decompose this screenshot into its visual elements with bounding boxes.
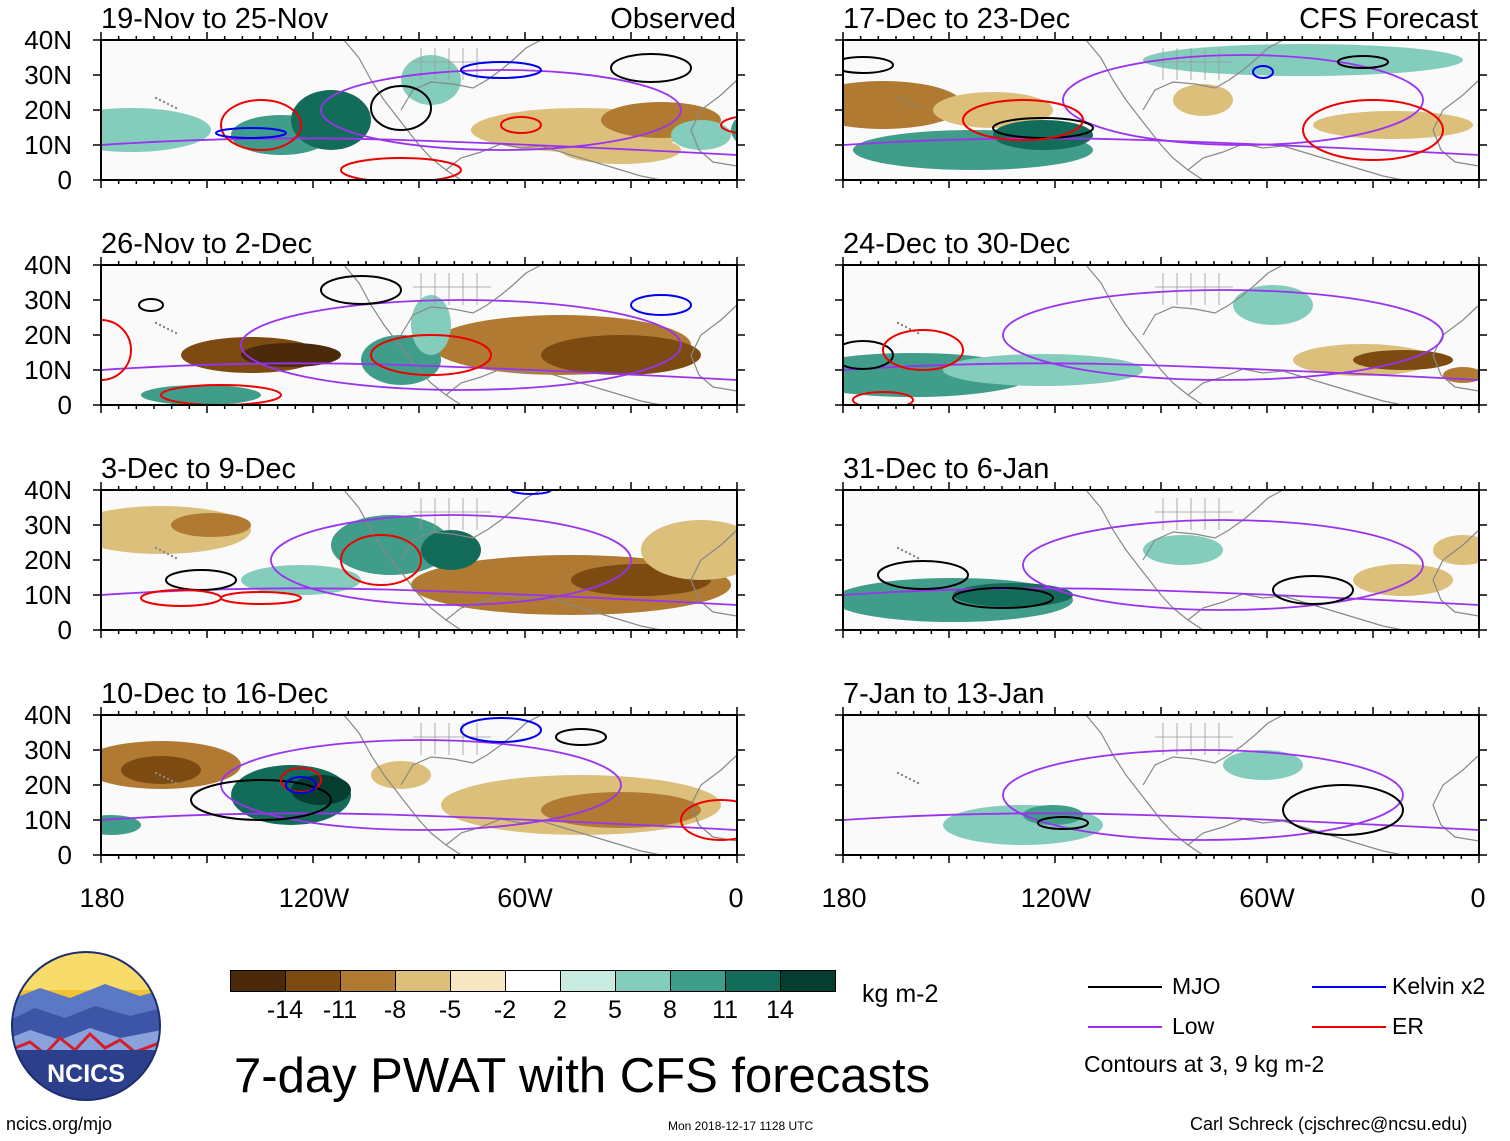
lon-label-left-180: 180 [79, 883, 125, 913]
ncics-logo: NCICS [11, 951, 161, 1101]
map-panel-p5 [835, 32, 1487, 188]
lat-label-row1-2: 20N [24, 95, 72, 125]
colorbar-label-8: 11 [712, 996, 738, 1024]
colorbar-units: kg m-2 [862, 980, 939, 1008]
colorbar-swatch-4 [450, 970, 506, 992]
lat-label-row3-3: 10N [24, 580, 72, 610]
map-panel-p7 [835, 482, 1487, 638]
panel-title-p3: 3-Dec to 9-Dec [101, 453, 297, 485]
observed-header: Observed [610, 3, 736, 35]
colorbar-label-6: 5 [608, 996, 622, 1024]
legend-kelvin-label: Kelvin x2 [1392, 973, 1486, 999]
colorbar-swatch-5 [505, 970, 561, 992]
colorbar-label-7: 8 [663, 996, 677, 1024]
panel-title-p5: 17-Dec to 23-Dec [843, 3, 1071, 35]
colorbar-swatch-9 [725, 970, 781, 992]
lat-label-row2-1: 30N [24, 285, 72, 315]
lat-label-row3-4: 0 [57, 615, 72, 645]
colorbar-label-5: 2 [553, 996, 567, 1024]
map-panel-p8 [835, 707, 1487, 863]
lat-label-row3-1: 30N [24, 510, 72, 540]
colorbar-swatch-0 [230, 970, 286, 992]
colorbar-label-3: -5 [438, 996, 462, 1024]
panel-title-p4: 10-Dec to 16-Dec [101, 678, 329, 710]
panel-title-p1: 19-Nov to 25-Nov [101, 3, 329, 35]
lat-label-row1-1: 30N [24, 60, 72, 90]
legend-mjo-line [1088, 986, 1162, 988]
legend-low-line [1088, 1026, 1162, 1028]
lat-label-row3-2: 20N [24, 545, 72, 575]
colorbar-label-2: -8 [383, 996, 407, 1024]
author-credit: Carl Schreck (cjschrec@ncsu.edu) [1190, 1114, 1468, 1134]
legend-kelvin-line [1312, 986, 1386, 988]
lat-label-row4-2: 20N [24, 770, 72, 800]
colorbar-swatch-1 [285, 970, 341, 992]
colorbar-swatch-7 [615, 970, 671, 992]
legend-low-label: Low [1172, 1013, 1215, 1039]
colorbar-swatch-6 [560, 970, 616, 992]
lat-label-row1-0: 40N [24, 25, 72, 55]
panel-title-p7: 31-Dec to 6-Jan [843, 453, 1050, 485]
lat-label-row4-0: 40N [24, 700, 72, 730]
lon-label-right-180: 180 [821, 883, 867, 913]
timestamp: Mon 2018-12-17 1128 UTC [668, 1119, 814, 1133]
map-panel-p2 [93, 257, 745, 413]
forecast-header: CFS Forecast [1299, 3, 1478, 35]
lon-label-left-0: 0 [728, 883, 744, 913]
lat-label-row2-3: 10N [24, 355, 72, 385]
contour-note: Contours at 3, 9 kg m-2 [1084, 1051, 1325, 1077]
colorbar-swatch-8 [670, 970, 726, 992]
map-panel-p4 [93, 707, 745, 863]
lat-label-row4-4: 0 [57, 840, 72, 870]
colorbar-swatch-10 [780, 970, 836, 992]
lon-label-right-60w: 60W [1239, 883, 1295, 913]
lon-label-left-120w: 120W [278, 883, 350, 913]
panel-title-p2: 26-Nov to 2-Dec [101, 228, 313, 260]
panel-title-p8: 7-Jan to 13-Jan [843, 678, 1045, 710]
lat-label-row4-1: 30N [24, 735, 72, 765]
legend-er-line [1312, 1026, 1386, 1028]
map-panel-p1 [93, 32, 745, 188]
lon-label-right-120w: 120W [1020, 883, 1092, 913]
colorbar-label-9: 14 [766, 996, 794, 1024]
colorbar-label-0: -14 [266, 996, 304, 1024]
legend-mjo-label: MJO [1172, 973, 1221, 999]
map-panel-p6 [835, 257, 1487, 413]
colorbar-swatch-3 [395, 970, 451, 992]
site-url[interactable]: ncics.org/mjo [6, 1114, 113, 1134]
colorbar-label-4: -2 [493, 996, 517, 1024]
map-panel-p3 [93, 482, 745, 638]
lon-label-left-60w: 60W [497, 883, 553, 913]
lat-label-row1-3: 10N [24, 130, 72, 160]
colorbar-swatch-2 [340, 970, 396, 992]
lat-label-row4-3: 10N [24, 805, 72, 835]
panel-title-p6: 24-Dec to 30-Dec [843, 228, 1071, 260]
lat-label-row2-2: 20N [24, 320, 72, 350]
colorbar-label-1: -11 [322, 996, 358, 1024]
lat-label-row2-4: 0 [57, 390, 72, 420]
lat-label-row1-4: 0 [57, 165, 72, 195]
lon-label-right-0: 0 [1470, 883, 1486, 913]
lat-label-row2-0: 40N [24, 250, 72, 280]
lat-label-row3-0: 40N [24, 475, 72, 505]
legend-er-label: ER [1392, 1013, 1424, 1039]
logo-text: NCICS [47, 1060, 125, 1088]
figure-title: 7-day PWAT with CFS forecasts [234, 1049, 931, 1103]
